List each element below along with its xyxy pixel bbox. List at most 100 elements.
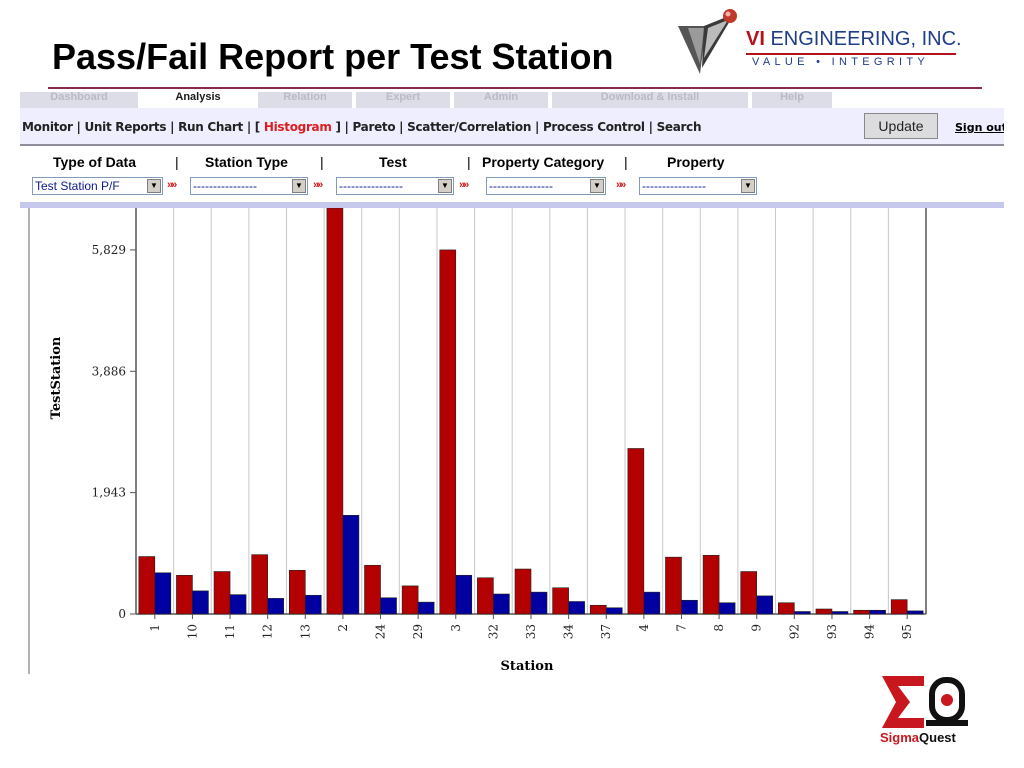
bar <box>493 593 510 615</box>
vi-tagline: VALUE • INTEGRITY <box>752 56 929 68</box>
histogram-chart: 0 1,943 3,886 5,829 1 10 11 12 13 2 24 29 3 32 33 34 37 4… <box>20 208 1004 674</box>
x-tick-label: 95 <box>900 624 914 639</box>
filter-separator: | <box>624 154 628 170</box>
test-select[interactable]: ---------------- ▼ <box>336 177 454 195</box>
chevron-down-icon: ▼ <box>292 179 306 193</box>
chart-left-margin <box>20 208 30 674</box>
bar <box>192 590 209 615</box>
bar <box>906 610 924 615</box>
type-of-data-select[interactable]: Test Station P/F ▼ <box>32 177 163 195</box>
test-label: Test <box>379 154 407 170</box>
chevron-down-icon: ▼ <box>147 179 161 193</box>
nav-process-control[interactable]: Process Control <box>542 120 645 134</box>
bar <box>605 607 623 615</box>
bar <box>364 564 381 615</box>
tab-expert[interactable]: Expert <box>356 92 450 108</box>
analysis-nav-links: Monitor | Unit Reports | Run Chart | [ H… <box>22 120 702 134</box>
tab-help[interactable]: Help <box>752 92 832 108</box>
chevron-right-icon: »» <box>313 179 323 191</box>
chevron-right-icon: »» <box>167 179 177 191</box>
x-tick-label: 94 <box>863 624 877 640</box>
bar <box>794 611 811 615</box>
tab-admin[interactable]: Admin <box>454 92 548 108</box>
x-tick-label: 8 <box>712 624 726 632</box>
bar <box>718 602 736 615</box>
sigmaquest-logo: SigmaQuest <box>876 674 976 752</box>
station-type-select[interactable]: ---------------- ▼ <box>190 177 308 195</box>
tab-dashboard[interactable]: Dashboard <box>20 92 138 108</box>
x-tick-label: 10 <box>185 624 199 639</box>
x-tick-label: 33 <box>524 624 538 639</box>
bar <box>890 599 908 615</box>
x-tick-label: 37 <box>599 624 613 639</box>
bar <box>756 595 774 615</box>
chevron-right-icon: »» <box>616 179 626 191</box>
bar <box>417 601 435 615</box>
property-category-label: Property Category <box>482 154 605 170</box>
x-tick-label: 93 <box>825 624 839 639</box>
update-button[interactable]: Update <box>864 113 938 139</box>
x-tick-label: 12 <box>261 624 275 639</box>
bar <box>477 577 494 615</box>
property-select[interactable]: ---------------- ▼ <box>639 177 757 195</box>
bar <box>665 556 682 615</box>
x-axis-title: Station <box>501 659 554 674</box>
x-tick-label: 32 <box>486 624 500 639</box>
bar <box>326 208 344 615</box>
nav-scatter-correlation[interactable]: Scatter/Correlation <box>407 120 532 134</box>
nav-histogram[interactable]: Histogram <box>263 120 332 134</box>
tab-analysis[interactable]: Analysis <box>142 92 254 108</box>
y-tick-label: 5,829 <box>92 243 126 257</box>
tab-download-install[interactable]: Download & Install <box>552 92 748 108</box>
nav-run-chart[interactable]: Run Chart <box>178 120 243 134</box>
tab-relation[interactable]: Relation <box>258 92 352 108</box>
nav-monitor[interactable]: Monitor <box>22 120 73 134</box>
filter-separator: | <box>320 154 324 170</box>
x-tick-label: 11 <box>223 624 237 639</box>
chevron-right-icon: »» <box>459 179 469 191</box>
vi-logo-mark-icon <box>678 9 737 74</box>
sign-out-link[interactable]: Sign out <box>955 121 1004 134</box>
bar <box>514 568 532 615</box>
y-axis-title: TestStation <box>49 336 64 419</box>
nav-search[interactable]: Search <box>656 120 702 134</box>
bar <box>778 602 795 615</box>
bar <box>455 574 473 615</box>
x-tick-label: 13 <box>298 624 312 639</box>
x-tick-label: 9 <box>750 624 764 632</box>
bar <box>530 591 548 615</box>
x-tick-label: 2 <box>336 624 350 632</box>
bar <box>681 599 698 615</box>
main-tabs: Dashboard Analysis Relation Expert Admin… <box>20 92 1004 108</box>
vi-underline <box>746 53 956 55</box>
x-tick-label: 29 <box>411 624 425 639</box>
bar <box>643 591 661 615</box>
type-of-data-label: Type of Data <box>53 154 136 170</box>
x-tick-label: 1 <box>148 624 162 632</box>
bar <box>138 556 156 615</box>
filter-bar: Type of Data | Station Type | Test | Pro… <box>20 146 1004 208</box>
filter-separator: | <box>467 154 471 170</box>
bar <box>853 609 870 615</box>
bar <box>304 594 322 615</box>
vi-engineering-logo: VI ENGINEERING, INC. VALUE • INTEGRITY <box>676 6 976 76</box>
property-label: Property <box>667 154 725 170</box>
y-tick-label: 0 <box>118 607 126 621</box>
x-tick-label: 7 <box>674 624 688 632</box>
histogram-svg: 0 1,943 3,886 5,829 1 10 11 12 13 2 24 29 3 32 33 34 37 4… <box>20 208 927 674</box>
filter-separator: | <box>175 154 179 170</box>
nav-pareto[interactable]: Pareto <box>352 120 396 134</box>
property-category-select[interactable]: ---------------- ▼ <box>486 177 606 195</box>
bar <box>702 554 720 615</box>
sigmaquest-wordmark: SigmaQuest <box>880 730 956 745</box>
bar <box>627 448 645 615</box>
bar <box>380 597 397 615</box>
bar <box>869 609 886 615</box>
bar <box>552 587 569 615</box>
title-divider <box>48 87 982 89</box>
sigmaquest-mark-icon <box>882 676 968 728</box>
bar <box>176 574 193 615</box>
nav-unit-reports[interactable]: Unit Reports <box>84 120 167 134</box>
station-type-label: Station Type <box>205 154 288 170</box>
app-window: Dashboard Analysis Relation Expert Admin… <box>20 92 1004 674</box>
